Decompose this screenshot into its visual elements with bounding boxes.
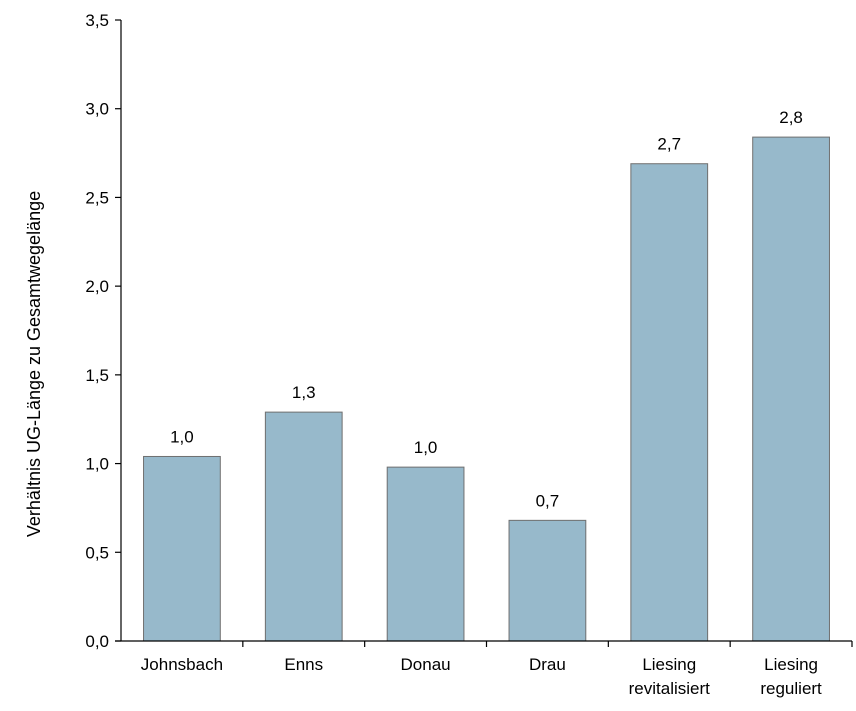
data-label: 1,3 — [292, 383, 316, 402]
x-category-label: Enns — [284, 655, 323, 674]
x-category-label-line: Johnsbach — [141, 655, 223, 674]
data-label: 2,7 — [657, 135, 681, 154]
x-axis-labels: Johnsbach Enns Donau Drau Liesing revitalisie… — [141, 641, 853, 698]
y-tick-label: 0,5 — [85, 543, 109, 562]
bar — [143, 455, 221, 642]
x-category-label: Donau — [401, 655, 451, 674]
y-tick-label: 3,5 — [85, 11, 109, 30]
data-label: 0,7 — [536, 491, 560, 510]
x-category-label: Liesing revitalisiert — [629, 655, 711, 698]
y-tick-label: 2,5 — [85, 188, 109, 207]
y-tick-label: 2,0 — [85, 277, 109, 296]
x-category-label: Drau — [529, 655, 566, 674]
y-tick-label: 3,0 — [85, 100, 109, 119]
data-labels: 1,0 1,3 1,0 0,7 2,7 2,8 — [170, 108, 803, 510]
axes — [115, 20, 852, 642]
x-category-label-line: Liesing — [764, 655, 818, 674]
bar — [630, 163, 709, 642]
y-tick-label: 1,5 — [85, 366, 109, 385]
y-axis-title: Verhältnis UG-Länge zu Gesamtwegelänge — [24, 191, 44, 537]
data-label: 1,0 — [170, 427, 194, 446]
bar — [508, 519, 587, 642]
y-axis-title-group: Verhältnis UG-Länge zu Gesamtwegelänge — [24, 191, 44, 537]
data-label: 1,0 — [414, 438, 438, 457]
data-label: 2,8 — [779, 108, 803, 127]
y-tick-label: 0,0 — [85, 632, 109, 651]
x-category-label-line: Donau — [401, 655, 451, 674]
x-category-label-line: Enns — [284, 655, 323, 674]
x-category-label-line: revitalisiert — [629, 679, 711, 698]
x-category-label: Liesing reguliert — [760, 655, 822, 698]
bar — [386, 466, 465, 642]
x-category-label-line: Drau — [529, 655, 566, 674]
x-category-label-line: Liesing — [642, 655, 696, 674]
bars — [143, 136, 830, 642]
x-category-label-line: reguliert — [760, 679, 822, 698]
bar — [752, 136, 830, 642]
y-tick-label: 1,0 — [85, 455, 109, 474]
bar — [264, 411, 343, 642]
y-axis-ticks: 0,0 0,5 1,0 1,5 2,0 2,5 3,0 3,5 — [85, 11, 121, 651]
x-category-label: Johnsbach — [141, 655, 223, 674]
